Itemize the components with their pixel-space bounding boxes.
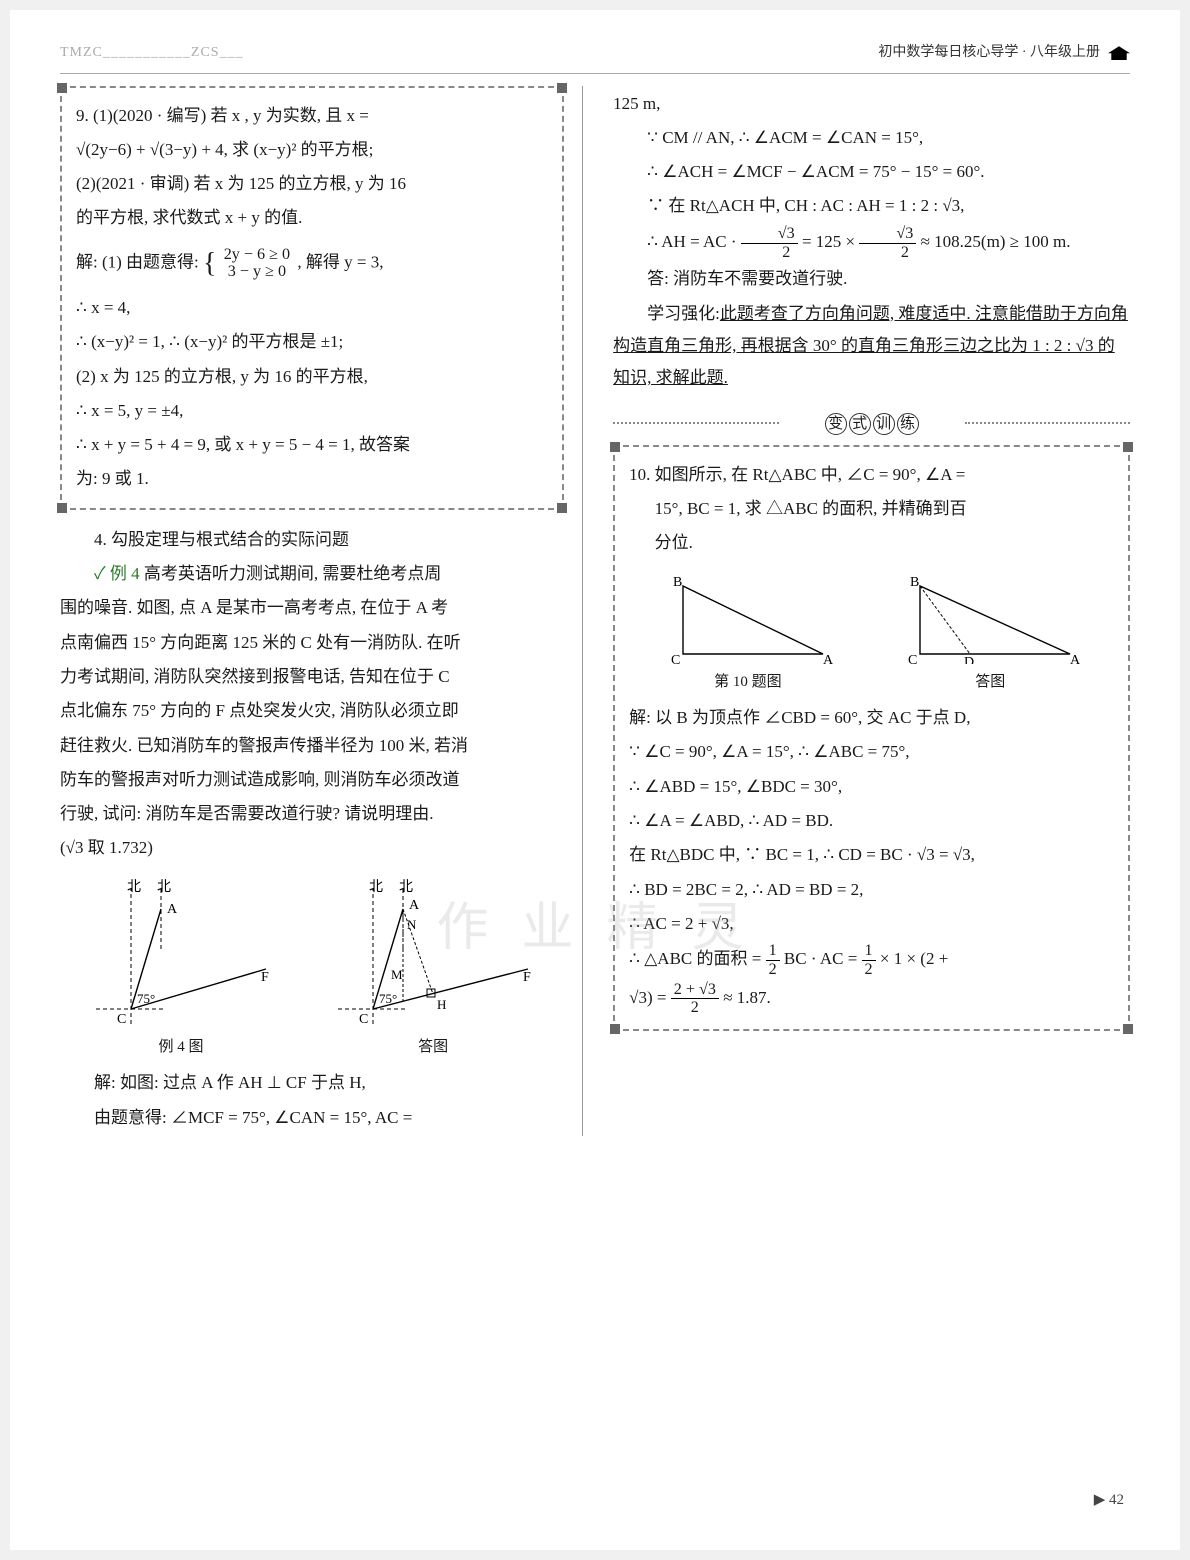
svg-text:M: M <box>391 967 403 982</box>
check-icon: ✓ 例 4 <box>94 564 140 583</box>
page-number: ▶ 42 <box>1094 1486 1124 1515</box>
p10-figure-left: B C A 第 10 题图 <box>663 574 833 697</box>
p9-line1: 9. (1)(2020 · 编写) 若 x , y 为实数, 且 x = <box>76 100 548 132</box>
page-header: TMZC___________ZCS___ 初中数学每日核心导学 · 八年级上册 <box>60 40 1130 74</box>
ex4-figure-right-caption: 答图 <box>333 1033 533 1062</box>
problem-10-figures: B C A 第 10 题图 B C A D <box>629 574 1114 697</box>
svg-text:B: B <box>673 575 682 590</box>
p10-s2: ∵ ∠C = 90°, ∠A = 15°, ∴ ∠ABC = 75°, <box>629 736 1114 768</box>
header-right-text: 初中数学每日核心导学 · 八年级上册 <box>878 40 1130 67</box>
ex4-figure-left-caption: 例 4 图 <box>91 1033 271 1062</box>
svg-text:H: H <box>437 997 446 1012</box>
two-column-layout: 9. (1)(2020 · 编写) 若 x , y 为实数, 且 x = √(2… <box>60 86 1130 1136</box>
example-4-body: ✓ 例 4 高考英语听力测试期间, 需要杜绝考点周 <box>60 558 564 590</box>
r-l3: ∵ 在 Rt△ACH 中, CH : AC : AH = 1 : 2 : √3, <box>613 190 1130 222</box>
p9-sol-line6: ∴ x + y = 5 + 4 = 9, 或 x + y = 5 − 4 = 1… <box>76 429 548 461</box>
svg-text:C: C <box>671 653 680 664</box>
p10-s5: 在 Rt△BDC 中, ∵ BC = 1, ∴ CD = BC · √3 = √… <box>629 839 1114 871</box>
header-left-text: TMZC___________ZCS___ <box>60 40 244 67</box>
problem-10-box: 10. 如图所示, 在 Rt△ABC 中, ∠C = 90°, ∠A = 15°… <box>613 445 1130 1032</box>
ex4-l3: 点南偏西 15° 方向距离 125 米的 C 处有一消防队. 在听 <box>60 627 564 659</box>
section-4-title: 4. 勾股定理与根式结合的实际问题 <box>60 524 564 556</box>
right-column: 125 m, ∵ CM // AN, ∴ ∠ACM = ∠CAN = 15°, … <box>607 86 1130 1136</box>
svg-text:北: 北 <box>157 879 171 895</box>
svg-text:北: 北 <box>127 879 141 895</box>
variant-training-header: 变式训练 <box>613 405 1130 439</box>
p10-figure-right-caption: 答图 <box>900 668 1080 697</box>
svg-text:F: F <box>261 970 269 985</box>
left-column: 9. (1)(2020 · 编写) 若 x , y 为实数, 且 x = √(2… <box>60 86 583 1136</box>
decor-char-3: 训 <box>873 413 895 435</box>
ex4-figure-left: 北 北 A C F 75° 例 4 图 <box>91 879 271 1062</box>
p9-sol-line1: 解: (1) 由题意得: { 2y − 6 ≥ 0 3 − y ≥ 0 , 解得… <box>76 237 548 290</box>
example-4-figures: 北 北 A C F 75° 例 4 图 <box>60 879 564 1062</box>
ex4-l5: 点北偏东 75° 方向的 F 点处突发火灾, 消防队必须立即 <box>60 695 564 727</box>
svg-text:F: F <box>523 970 531 985</box>
ex4-sol-l2: 由题意得: ∠MCF = 75°, ∠CAN = 15°, AC = <box>60 1102 564 1134</box>
decor-char-1: 变 <box>825 413 847 435</box>
p10-s7: ∴ AC = 2 + √3, <box>629 908 1114 940</box>
graduation-cap-icon <box>1108 46 1130 60</box>
p10-s9: √3) = 2 + √32 ≈ 1.87. <box>629 981 1114 1018</box>
p10-q2: 15°, BC = 1, 求 △ABC 的面积, 并精确到百 <box>629 493 1114 525</box>
p10-diagram-left: B C A <box>663 574 833 664</box>
ex4-diagram-left: 北 北 A C F 75° <box>91 879 271 1029</box>
p10-diagram-right: B C A D <box>900 574 1080 664</box>
ex4-l2: 围的噪音. 如图, 点 A 是某市一高考考点, 在位于 A 考 <box>60 592 564 624</box>
r-l0: 125 m, <box>613 88 1130 120</box>
p10-s4: ∴ ∠A = ∠ABD, ∴ AD = BD. <box>629 805 1114 837</box>
p10-s1: 解: 以 B 为顶点作 ∠CBD = 60°, 交 AC 于点 D, <box>629 702 1114 734</box>
r-l4: ∴ AH = AC · √32 = 125 × √32 ≈ 108.25(m) … <box>613 225 1130 262</box>
p10-figure-left-caption: 第 10 题图 <box>663 668 833 697</box>
p9-sol-line2: ∴ x = 4, <box>76 292 548 324</box>
ex4-l7: 防车的警报声对听力测试造成影响, 则消防车必须改道 <box>60 764 564 796</box>
p9-sol-line4: (2) x 为 125 的立方根, y 为 16 的平方根, <box>76 361 548 393</box>
r-l5: 答: 消防车不需要改道行驶. <box>613 263 1130 295</box>
page: TMZC___________ZCS___ 初中数学每日核心导学 · 八年级上册… <box>10 10 1180 1550</box>
r-l2: ∴ ∠ACH = ∠MCF − ∠ACM = 75° − 15° = 60°. <box>613 156 1130 188</box>
decor-char-2: 式 <box>849 413 871 435</box>
decor-char-4: 练 <box>897 413 919 435</box>
ex4-l8: 行驶, 试问: 消防车是否需要改道行驶? 请说明理由. <box>60 798 564 830</box>
p10-q3: 分位. <box>629 527 1114 559</box>
problem-9-box: 9. (1)(2020 · 编写) 若 x , y 为实数, 且 x = √(2… <box>60 86 564 510</box>
p10-s6: ∴ BD = 2BC = 2, ∴ AD = BD = 2, <box>629 874 1114 906</box>
ex4-diagram-right: 北 北 A C F M N H 75° <box>333 879 533 1029</box>
svg-text:C: C <box>908 653 917 664</box>
p9-line3: (2)(2021 · 审调) 若 x 为 125 的立方根, y 为 16 <box>76 168 548 200</box>
p9-sol-line5: ∴ x = 5, y = ±4, <box>76 395 548 427</box>
p10-figure-right: B C A D 答图 <box>900 574 1080 697</box>
svg-text:75°: 75° <box>137 991 155 1006</box>
r-l1: ∵ CM // AN, ∴ ∠ACM = ∠CAN = 15°, <box>613 122 1130 154</box>
svg-text:北: 北 <box>399 879 413 895</box>
svg-text:N: N <box>407 917 417 932</box>
p9-line4: 的平方根, 求代数式 x + y 的值. <box>76 202 548 234</box>
ex4-l9: (√3 取 1.732) <box>60 832 564 864</box>
ex4-l6: 赶往救火. 已知消防车的警报声传播半径为 100 米, 若消 <box>60 730 564 762</box>
svg-text:A: A <box>409 898 420 913</box>
p10-s8: ∴ △ABC 的面积 = 12 BC · AC = 12 × 1 × (2 + <box>629 942 1114 979</box>
p9-sol-line7: 为: 9 或 1. <box>76 463 548 495</box>
study-note: 学习强化:此题考查了方向角问题, 难度适中. 注意能借助于方向角构造直角三角形,… <box>613 298 1130 395</box>
svg-text:A: A <box>823 653 833 664</box>
ex4-sol-l1: 解: 如图: 过点 A 作 AH ⊥ CF 于点 H, <box>60 1067 564 1099</box>
ex4-figure-right: 北 北 A C F M N H 75° 答图 <box>333 879 533 1062</box>
svg-text:A: A <box>167 902 178 917</box>
p10-s3: ∴ ∠ABD = 15°, ∠BDC = 30°, <box>629 771 1114 803</box>
svg-text:C: C <box>359 1012 368 1027</box>
p9-line2: √(2y−6) + √(3−y) + 4, 求 (x−y)² 的平方根; <box>76 134 548 166</box>
svg-text:B: B <box>910 575 919 590</box>
p9-sol-line3: ∴ (x−y)² = 1, ∴ (x−y)² 的平方根是 ±1; <box>76 326 548 358</box>
svg-text:A: A <box>1070 653 1080 664</box>
svg-text:75°: 75° <box>379 991 397 1006</box>
ex4-l4: 力考试期间, 消防队突然接到报警电话, 告知在位于 C <box>60 661 564 693</box>
svg-text:C: C <box>117 1012 126 1027</box>
svg-text:D: D <box>964 655 974 664</box>
p10-q1: 10. 如图所示, 在 Rt△ABC 中, ∠C = 90°, ∠A = <box>629 459 1114 491</box>
svg-text:北: 北 <box>369 879 383 895</box>
